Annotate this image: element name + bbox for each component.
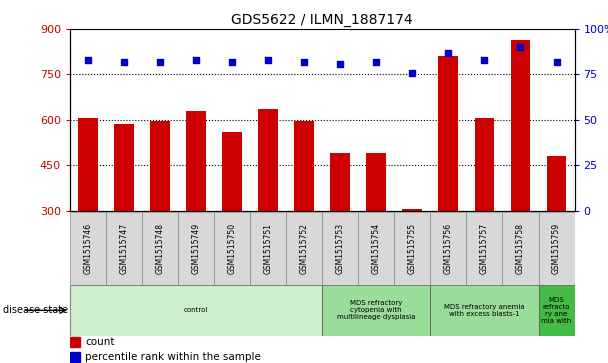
Text: GSM1515749: GSM1515749 xyxy=(192,223,201,274)
Point xyxy=(516,44,525,50)
Point xyxy=(263,57,273,63)
Bar xyxy=(430,212,466,285)
Bar xyxy=(511,40,530,301)
Point xyxy=(227,59,237,65)
Bar xyxy=(539,212,575,285)
Bar xyxy=(186,111,206,301)
Bar xyxy=(258,109,278,301)
Text: GSM1515756: GSM1515756 xyxy=(444,223,453,274)
Bar xyxy=(547,156,567,301)
Bar xyxy=(502,212,539,285)
Text: GSM1515753: GSM1515753 xyxy=(336,223,345,274)
Text: GSM1515754: GSM1515754 xyxy=(372,223,381,274)
Bar xyxy=(106,212,142,285)
Bar xyxy=(539,285,575,336)
Text: GSM1515751: GSM1515751 xyxy=(264,223,272,274)
Point xyxy=(480,57,489,63)
Bar xyxy=(150,121,170,301)
Bar xyxy=(330,153,350,301)
Bar xyxy=(142,212,178,285)
Bar xyxy=(438,56,458,301)
Bar xyxy=(395,212,430,285)
Bar xyxy=(214,212,250,285)
Bar xyxy=(222,132,242,301)
Text: count: count xyxy=(85,337,114,347)
Text: MDS refractory
cytopenia with
multilineage dysplasia: MDS refractory cytopenia with multilinea… xyxy=(337,300,415,321)
Bar xyxy=(286,212,322,285)
Bar xyxy=(114,124,134,301)
Title: GDS5622 / ILMN_1887174: GDS5622 / ILMN_1887174 xyxy=(232,13,413,26)
Point xyxy=(191,57,201,63)
Bar xyxy=(78,118,98,301)
Bar xyxy=(70,212,106,285)
Bar xyxy=(250,212,286,285)
Point xyxy=(119,59,129,65)
Bar xyxy=(466,212,502,285)
Bar xyxy=(70,352,80,362)
Text: disease state: disease state xyxy=(3,305,68,315)
Point xyxy=(83,57,93,63)
Bar xyxy=(70,337,80,347)
Bar xyxy=(322,212,358,285)
Text: GSM1515752: GSM1515752 xyxy=(300,223,309,274)
Point xyxy=(299,59,309,65)
Text: GSM1515757: GSM1515757 xyxy=(480,223,489,274)
Point xyxy=(443,50,453,56)
Bar xyxy=(402,209,423,301)
Bar xyxy=(367,153,386,301)
Text: percentile rank within the sample: percentile rank within the sample xyxy=(85,352,261,362)
Bar xyxy=(322,285,430,336)
Bar xyxy=(430,285,539,336)
Point xyxy=(336,61,345,66)
Text: GSM1515759: GSM1515759 xyxy=(552,223,561,274)
Text: GSM1515758: GSM1515758 xyxy=(516,223,525,274)
Point xyxy=(551,59,561,65)
Text: GSM1515755: GSM1515755 xyxy=(408,223,417,274)
Text: MDS
refracto
ry ane
mia with: MDS refracto ry ane mia with xyxy=(541,297,572,324)
Bar xyxy=(474,118,494,301)
Text: GSM1515750: GSM1515750 xyxy=(227,223,237,274)
Text: GSM1515748: GSM1515748 xyxy=(156,223,165,274)
Bar xyxy=(178,212,214,285)
Text: GSM1515746: GSM1515746 xyxy=(83,223,92,274)
Bar xyxy=(358,212,395,285)
Text: GSM1515747: GSM1515747 xyxy=(120,223,128,274)
Point xyxy=(155,59,165,65)
Text: control: control xyxy=(184,307,209,313)
Point xyxy=(407,70,417,76)
Text: MDS refractory anemia
with excess blasts-1: MDS refractory anemia with excess blasts… xyxy=(444,304,525,317)
Bar xyxy=(70,285,322,336)
Point xyxy=(371,59,381,65)
Bar xyxy=(294,121,314,301)
